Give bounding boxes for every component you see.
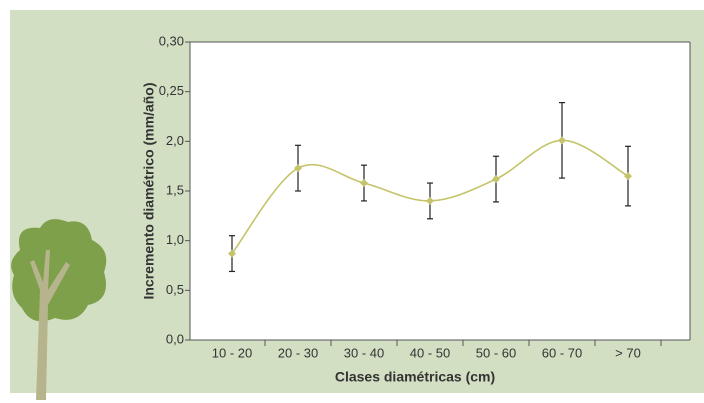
x-tick-label: 30 - 40 — [344, 345, 384, 360]
y-axis-title: Incremento diamétrico (mm/año) — [141, 82, 157, 299]
y-tick-label: 0,0 — [166, 331, 184, 346]
y-tick-label: 2,0 — [166, 133, 184, 148]
y-tick-label: 0,5 — [166, 282, 184, 297]
x-axis-title: Clases diamétricas (cm) — [335, 369, 495, 385]
y-tick-label: 0,25 — [159, 83, 184, 98]
y-tick-label: 1,0 — [166, 232, 184, 247]
plot-area — [190, 42, 690, 340]
x-tick-label: > 70 — [615, 345, 641, 360]
chart: Clases diamétricas (cm) Incremento diamé… — [0, 0, 704, 403]
x-tick-label: 60 - 70 — [542, 345, 582, 360]
y-tick-label: 0,30 — [159, 33, 184, 48]
x-tick-label: 50 - 60 — [476, 345, 516, 360]
x-tick-label: 20 - 30 — [278, 345, 318, 360]
y-tick-label: 1,5 — [166, 182, 184, 197]
x-tick-label: 10 - 20 — [212, 345, 252, 360]
page: {"chart_data": {"type": "line", "xlabel"… — [0, 0, 704, 403]
x-tick-label: 40 - 50 — [410, 345, 450, 360]
